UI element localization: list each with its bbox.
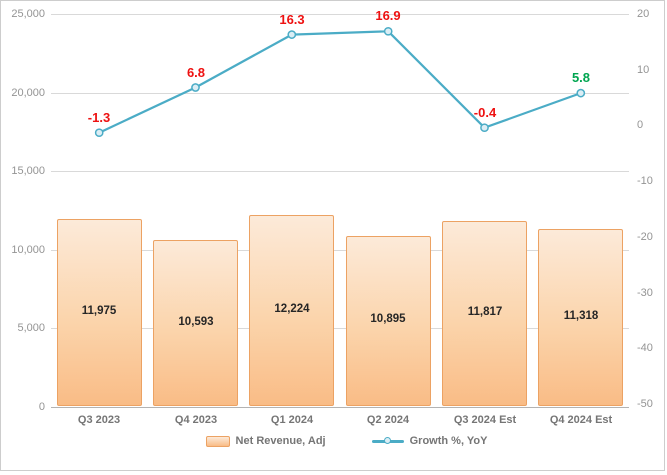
point-label: 6.8 xyxy=(186,65,206,80)
left-axis-tick: 0 xyxy=(38,401,45,413)
bar-label: 12,224 xyxy=(274,303,310,315)
left-axis-tick: 20,000 xyxy=(11,87,45,99)
right-axis-tick: 20 xyxy=(637,8,650,20)
bar-label: 10,895 xyxy=(370,313,406,325)
x-axis-label-q4-2024-est: Q4 2024 Est xyxy=(549,414,613,426)
legend-item-net-revenue[interactable]: Net Revenue, Adj xyxy=(205,435,326,447)
legend-item-growth[interactable]: Growth %, YoY xyxy=(371,435,488,447)
point-label: 16.9 xyxy=(375,8,401,23)
left-axis-tick: 10,000 xyxy=(11,244,45,256)
bar-q2-2024[interactable] xyxy=(346,236,431,406)
right-axis-tick: 10 xyxy=(637,64,650,76)
bar-label: 11,975 xyxy=(81,305,117,317)
gridline xyxy=(51,328,629,329)
gridline xyxy=(51,171,629,172)
right-axis-tick: -50 xyxy=(637,398,653,410)
legend-label-net-revenue: Net Revenue, Adj xyxy=(235,435,326,447)
bar-label: 11,817 xyxy=(467,306,503,318)
point-label: 5.8 xyxy=(571,70,591,85)
x-axis-label-q4-2023: Q4 2023 xyxy=(174,414,218,426)
bar-swatch-icon xyxy=(205,435,230,447)
gridline xyxy=(51,93,629,94)
left-axis-tick: 5,000 xyxy=(17,322,45,334)
right-axis-tick: -20 xyxy=(637,231,653,243)
point-label: 16.3 xyxy=(279,12,305,27)
left-axis-tick: 25,000 xyxy=(11,8,45,20)
right-axis-tick: 0 xyxy=(637,119,644,131)
line-marker[interactable] xyxy=(383,26,393,36)
point-label: -0.4 xyxy=(473,105,497,120)
line-marker[interactable] xyxy=(287,30,297,39)
point-label: -1.3 xyxy=(87,110,111,125)
x-axis-label-q1-2024: Q1 2024 xyxy=(270,414,314,426)
bar-q4-2024-est[interactable] xyxy=(538,229,623,406)
marker-icon xyxy=(383,436,391,444)
x-axis-label-q3-2023: Q3 2023 xyxy=(77,414,121,426)
legend: Net Revenue, Adj Growth %, YoY xyxy=(15,435,664,447)
bar-q3-2024-est[interactable] xyxy=(442,221,527,406)
line-swatch-icon xyxy=(371,436,404,444)
right-axis-tick: -30 xyxy=(637,287,653,299)
x-axis-label-q3-2024-est: Q3 2024 Est xyxy=(453,414,517,426)
bar-label: 11,318 xyxy=(563,310,599,322)
gridline xyxy=(51,14,629,15)
bar-q1-2024[interactable] xyxy=(249,215,334,406)
legend-label-growth: Growth %, YoY xyxy=(409,435,488,447)
right-axis-tick: -10 xyxy=(637,175,653,187)
gridline xyxy=(51,250,629,251)
bar-q3-2023[interactable] xyxy=(57,219,142,406)
x-axis-label-q2-2024: Q2 2024 xyxy=(366,414,410,426)
bar-label: 10,593 xyxy=(178,316,214,328)
line-marker[interactable] xyxy=(94,128,104,138)
line-marker[interactable] xyxy=(191,83,200,92)
line-marker[interactable] xyxy=(480,123,489,133)
x-axis-line xyxy=(51,407,629,408)
right-axis-tick: -40 xyxy=(637,342,653,354)
bar-q4-2023[interactable] xyxy=(153,240,238,406)
left-axis-tick: 15,000 xyxy=(11,165,45,177)
